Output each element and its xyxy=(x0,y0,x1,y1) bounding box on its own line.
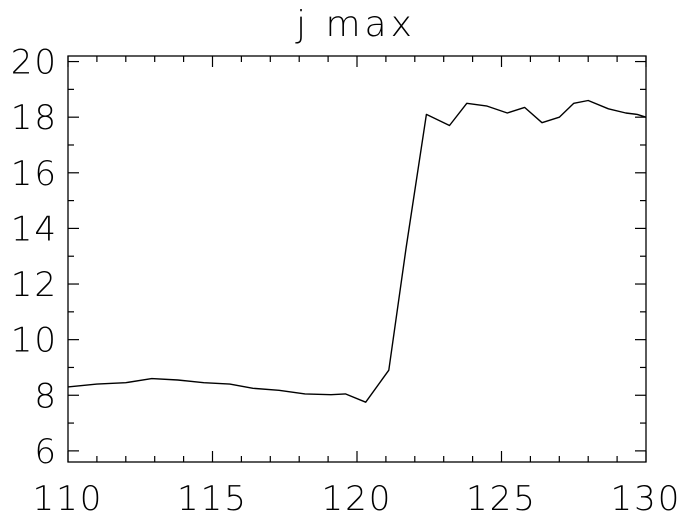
plot-frame xyxy=(67,55,647,463)
x-tick-label: 130 xyxy=(611,479,682,519)
chart-title: j max xyxy=(295,4,416,45)
x-tick-label: 110 xyxy=(33,479,104,519)
y-tick-label: 14 xyxy=(11,209,58,249)
axis-ticks xyxy=(67,56,647,462)
y-tick-label: 10 xyxy=(11,321,58,361)
y-tick-label: 6 xyxy=(34,432,58,472)
y-tick-label: 18 xyxy=(11,98,58,138)
x-tick-label: 120 xyxy=(322,479,393,519)
y-tick-label: 16 xyxy=(11,154,58,194)
x-tick-label: 115 xyxy=(177,479,248,519)
y-tick-label: 8 xyxy=(34,376,58,416)
series-line xyxy=(67,99,647,403)
y-tick-label: 20 xyxy=(11,43,58,83)
x-tick-label: 125 xyxy=(466,479,537,519)
y-tick-label: 12 xyxy=(11,265,58,305)
axis-tick-labels: 110 115 120 125 130 6 8 10 12 14 16 18 20 xyxy=(11,43,682,519)
